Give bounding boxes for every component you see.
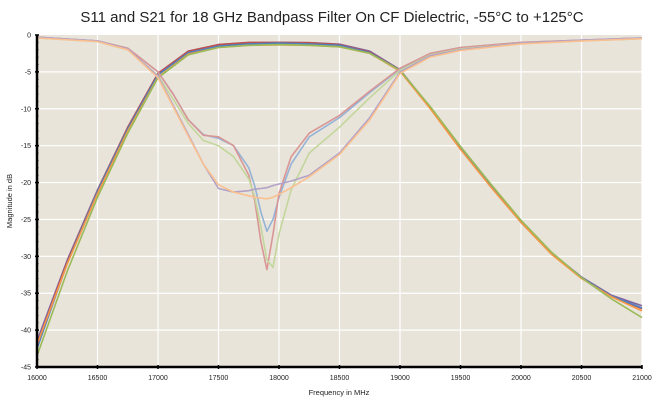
x-tick-label: 19000: [390, 375, 410, 382]
gridlines: [37, 35, 643, 367]
s11-series-line-5: [36, 37, 643, 200]
x-tick-label: 20500: [572, 375, 592, 382]
s11-series-line-2: [36, 36, 643, 271]
y-tick-label: -30: [21, 254, 31, 261]
x-tick-label: 18000: [269, 375, 289, 382]
x-tick-label: 17000: [148, 375, 168, 382]
x-tick-label: 19500: [451, 375, 471, 382]
x-tick-label: 20000: [511, 375, 531, 382]
x-tick-label: 18500: [330, 375, 350, 382]
series-group: [36, 36, 643, 357]
x-tick-label: 16500: [88, 375, 108, 382]
y-tick-label: -35: [21, 291, 31, 298]
s21-series-line-5: [36, 43, 643, 357]
y-tick-label: -5: [25, 69, 31, 76]
x-tick-label: 17500: [209, 375, 229, 382]
y-tick-label: -40: [21, 328, 31, 335]
x-axis-label: Frequency in MHz: [309, 388, 370, 397]
x-tick-label: 16000: [27, 375, 47, 382]
y-axis-label: Magnitude in dB: [5, 174, 14, 228]
x-tick-label: 21000: [632, 375, 652, 382]
y-tick-label: -25: [21, 217, 31, 224]
y-tick-label: 0: [27, 33, 31, 40]
y-tick-label: -20: [21, 180, 31, 187]
y-tick-label: -10: [21, 106, 31, 113]
y-tick-label: -15: [21, 143, 31, 150]
chart-title: S11 and S21 for 18 GHz Bandpass Filter O…: [80, 9, 583, 26]
y-tick-label: -45: [21, 365, 31, 372]
axes: 16000 16500 17000 17500 18000 18500 19000 19500…: [21, 33, 652, 383]
